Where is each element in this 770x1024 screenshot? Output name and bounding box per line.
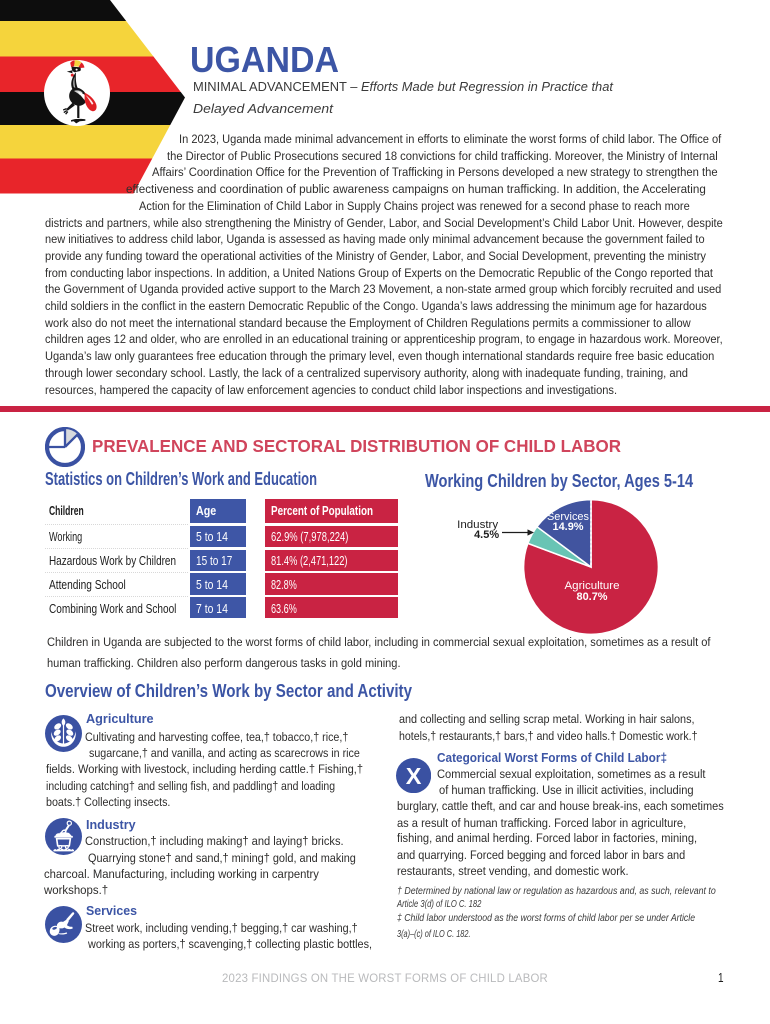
svg-text:X: X bbox=[406, 763, 422, 789]
